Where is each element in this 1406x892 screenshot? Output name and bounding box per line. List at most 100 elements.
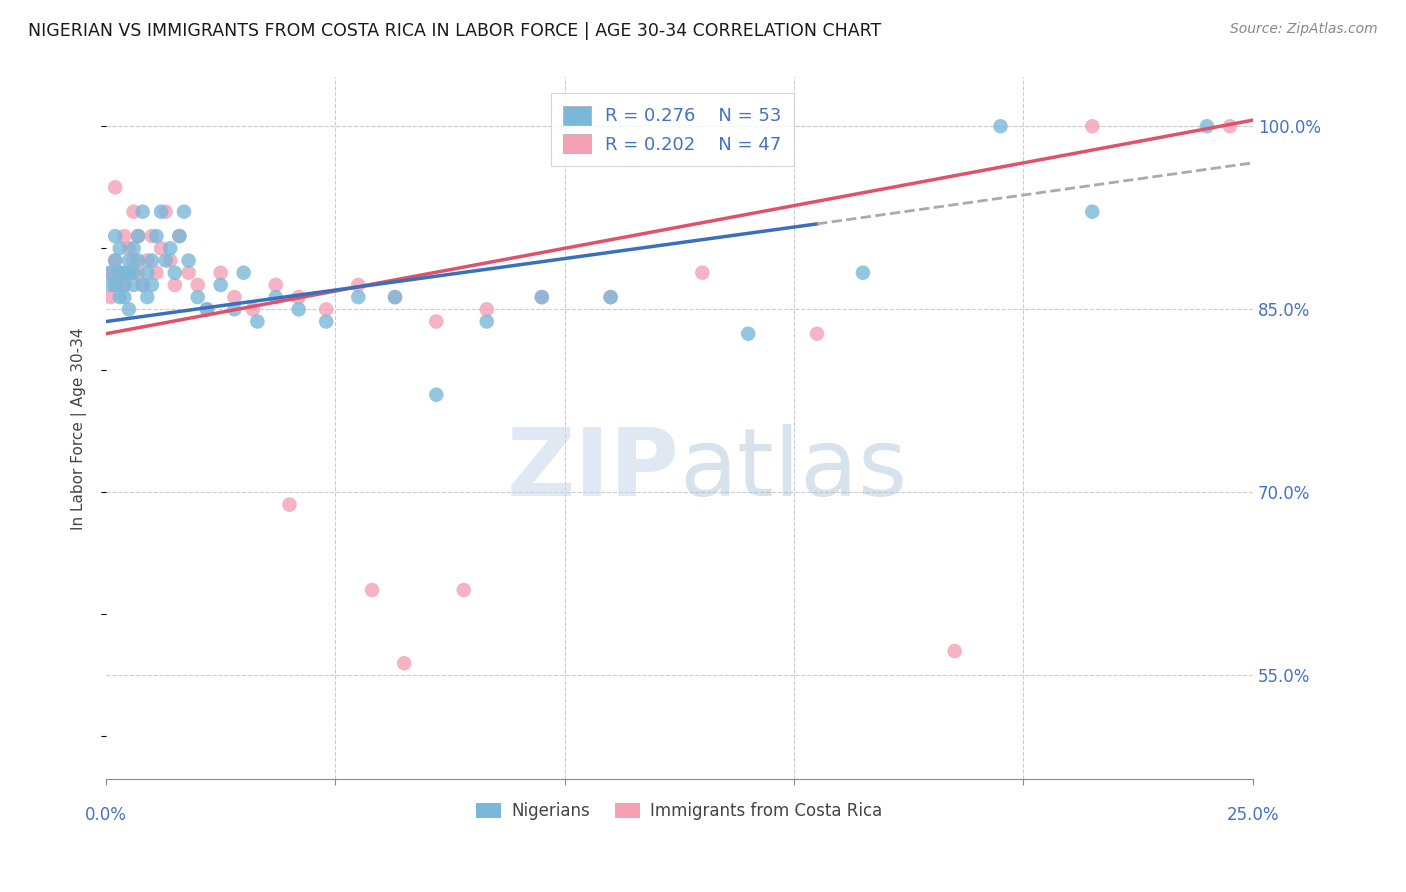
Point: [131, 277, 153, 292]
Point: [108, 290, 131, 304]
Point: [112, 277, 135, 292]
Text: 0.0%: 0.0%: [84, 806, 127, 824]
Point: [108, 266, 131, 280]
Point: [1219, 120, 1241, 134]
Point: [118, 302, 141, 317]
Point: [122, 241, 145, 255]
Point: [141, 277, 163, 292]
Point: [475, 314, 498, 328]
Point: [232, 266, 254, 280]
Point: [159, 253, 181, 268]
Point: [177, 253, 200, 268]
Point: [361, 582, 384, 597]
Point: [177, 266, 200, 280]
Point: [118, 266, 141, 280]
Point: [131, 277, 153, 292]
Point: [100, 266, 122, 280]
Point: [150, 204, 173, 219]
Point: [127, 229, 149, 244]
Point: [209, 266, 232, 280]
Point: [224, 302, 246, 317]
Point: [1081, 204, 1104, 219]
Point: [112, 266, 135, 280]
Point: [990, 120, 1012, 134]
Point: [1081, 120, 1104, 134]
Point: [737, 326, 759, 341]
Point: [159, 241, 181, 255]
Point: [384, 290, 406, 304]
Point: [104, 277, 127, 292]
Point: [100, 266, 122, 280]
Point: [122, 277, 145, 292]
Point: [943, 644, 966, 658]
Point: [530, 290, 553, 304]
Point: [169, 229, 191, 244]
Point: [224, 290, 246, 304]
Point: [264, 290, 287, 304]
Point: [136, 253, 159, 268]
Point: [246, 314, 269, 328]
Point: [392, 657, 415, 671]
Text: atlas: atlas: [679, 425, 908, 516]
Point: [141, 253, 163, 268]
Point: [599, 290, 621, 304]
Point: [453, 582, 475, 597]
Point: [169, 229, 191, 244]
Point: [347, 290, 370, 304]
Point: [806, 326, 828, 341]
Point: [163, 277, 186, 292]
Point: [187, 290, 209, 304]
Point: [187, 277, 209, 292]
Point: [122, 204, 145, 219]
Point: [155, 204, 177, 219]
Text: Source: ZipAtlas.com: Source: ZipAtlas.com: [1230, 22, 1378, 37]
Point: [127, 266, 149, 280]
Point: [122, 253, 145, 268]
Point: [118, 241, 141, 255]
Point: [100, 290, 122, 304]
Point: [530, 290, 553, 304]
Point: [163, 266, 186, 280]
Point: [315, 302, 337, 317]
Point: [104, 229, 127, 244]
Point: [425, 388, 447, 402]
Point: [104, 180, 127, 194]
Point: [108, 241, 131, 255]
Point: [384, 290, 406, 304]
Point: [347, 277, 370, 292]
Legend: R = 0.276    N = 53, R = 0.202    N = 47: R = 0.276 N = 53, R = 0.202 N = 47: [551, 94, 794, 167]
Point: [599, 290, 621, 304]
Point: [278, 498, 301, 512]
Point: [287, 290, 309, 304]
Point: [195, 302, 218, 317]
Text: 25.0%: 25.0%: [1226, 806, 1279, 824]
Point: [112, 290, 135, 304]
Point: [136, 266, 159, 280]
Point: [122, 266, 145, 280]
Point: [108, 277, 131, 292]
Point: [264, 277, 287, 292]
Point: [118, 253, 141, 268]
Point: [104, 253, 127, 268]
Point: [1195, 120, 1218, 134]
Point: [100, 277, 122, 292]
Point: [155, 253, 177, 268]
Point: [108, 266, 131, 280]
Point: [112, 229, 135, 244]
Point: [118, 266, 141, 280]
Point: [127, 229, 149, 244]
Point: [242, 302, 264, 317]
Point: [141, 229, 163, 244]
Point: [195, 302, 218, 317]
Text: ZIP: ZIP: [506, 425, 679, 516]
Point: [112, 277, 135, 292]
Text: NIGERIAN VS IMMIGRANTS FROM COSTA RICA IN LABOR FORCE | AGE 30-34 CORRELATION CH: NIGERIAN VS IMMIGRANTS FROM COSTA RICA I…: [28, 22, 882, 40]
Point: [315, 314, 337, 328]
Point: [209, 277, 232, 292]
Point: [287, 302, 309, 317]
Point: [425, 314, 447, 328]
Point: [150, 241, 173, 255]
Point: [145, 229, 167, 244]
Y-axis label: In Labor Force | Age 30-34: In Labor Force | Age 30-34: [72, 327, 87, 530]
Point: [104, 253, 127, 268]
